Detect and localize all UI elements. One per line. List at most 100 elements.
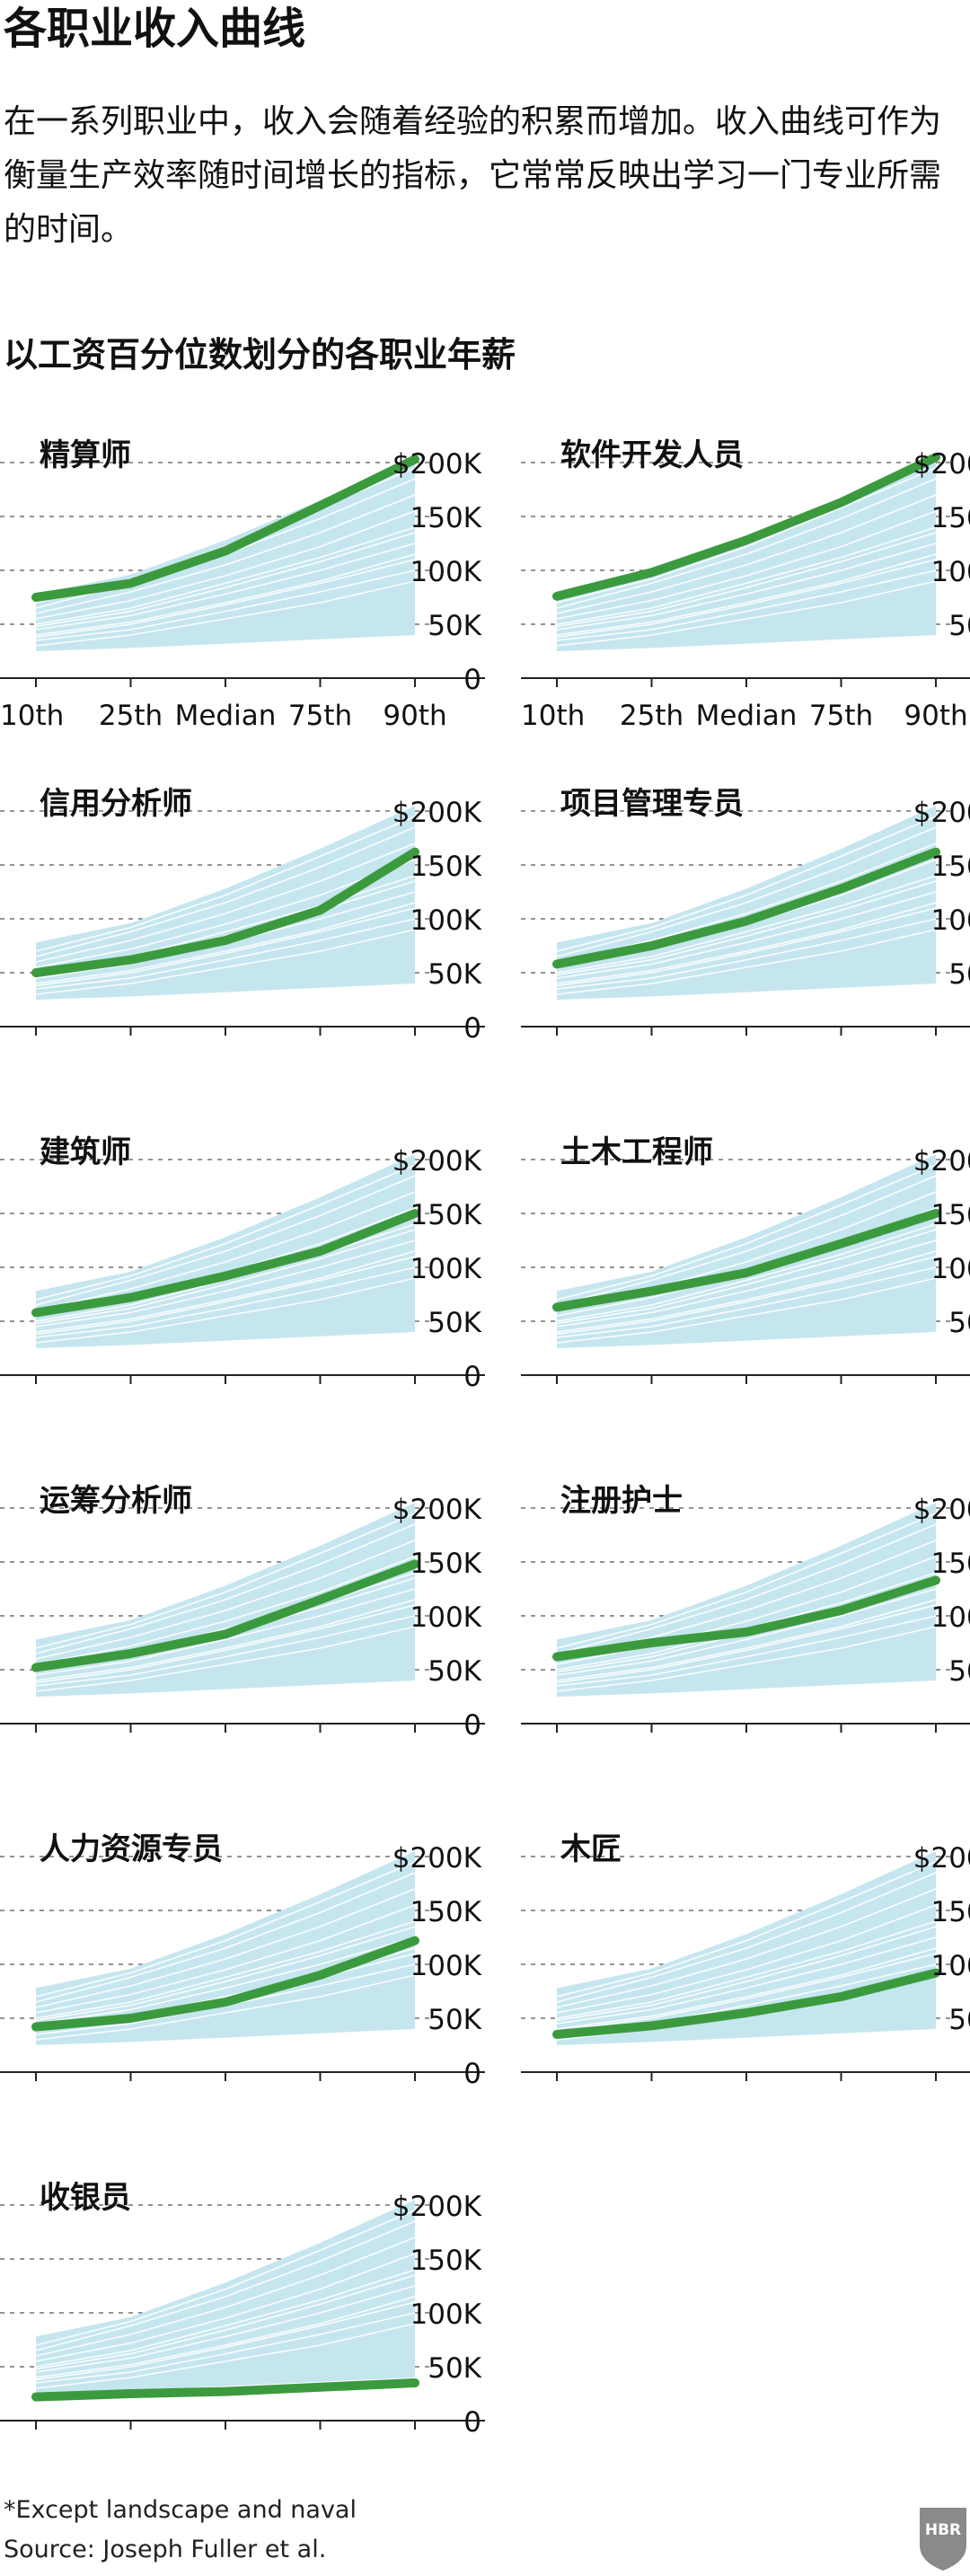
occupation-line: [35, 2269, 416, 2368]
highlight-data-point: [128, 1650, 134, 1657]
highlight-data-point: [743, 1269, 750, 1276]
highlight-data-point: [932, 1576, 939, 1584]
y-tick-label: $200K: [913, 797, 970, 829]
y-tick-label: 150K: [410, 1199, 482, 1231]
occupation-line: [556, 494, 937, 614]
chart-panel-svg: 人力资源专员 $200K 150K 100K 50K 0: [0, 1831, 485, 2090]
occupation-line: [35, 1888, 416, 2008]
y-tick-label: 0: [463, 2058, 481, 2090]
occupation-line: [35, 580, 416, 647]
y-tick-label: 50K: [948, 2004, 970, 2036]
x-tick-label: Median: [175, 700, 277, 732]
occupation-line: [35, 543, 416, 631]
occupation-line: [556, 580, 937, 647]
occupation-line: [556, 891, 937, 979]
highlight-data-point: [128, 1294, 134, 1301]
y-tick-label: 150K: [410, 1896, 482, 1928]
highlight-data-point: [932, 1210, 939, 1217]
y-tick-label: $200K: [392, 1494, 482, 1526]
x-tick-label: 75th: [288, 700, 352, 732]
occupation-line: [556, 1239, 937, 1328]
highlight-data-point: [32, 1664, 40, 1672]
y-tick-label: 100K: [931, 1601, 970, 1634]
footnote: *Except landscape and naval: [4, 2496, 357, 2524]
chart-panel: 软件开发人员$200K150K100K50K010th25thMedian75t…: [521, 422, 970, 763]
occupation-line: [35, 1926, 416, 2022]
occupation-line: [35, 929, 416, 995]
highlight-data-point: [411, 1210, 419, 1217]
occupation-line: [35, 1974, 416, 2041]
occupation-line: [556, 1250, 937, 1333]
occupation-line: [35, 553, 416, 636]
panel-title: 项目管理专员: [560, 786, 744, 822]
chart-panel: 信用分析师 $200K 150K 100K 50K 0: [0, 771, 485, 1112]
occupation-line: [556, 532, 937, 628]
y-tick-label: 0: [463, 1012, 481, 1045]
occupation-line: [35, 1936, 416, 2025]
y-tick-label: 150K: [410, 1548, 482, 1580]
panel-title: 人力资源专员: [40, 1831, 223, 1867]
highlight-data-point: [32, 2394, 40, 2401]
panel-title: 收银员: [40, 2180, 131, 2216]
highlight-data-point: [648, 569, 655, 576]
highlight-data-point: [222, 2388, 229, 2395]
occupation-line: [35, 1266, 416, 1338]
occupation-line: [35, 1604, 416, 1684]
occupation-line: [35, 532, 416, 628]
y-tick-label: 50K: [428, 2352, 481, 2385]
y-tick-label: 100K: [931, 556, 970, 588]
y-tick-label: $200K: [913, 1145, 970, 1178]
occupation-line: [556, 1936, 937, 2025]
y-tick-label: 100K: [410, 904, 482, 937]
occupation-line: [35, 1277, 416, 1344]
source-note: Source: Joseph Fuller et al.: [4, 2536, 327, 2563]
occupation-line: [35, 2323, 416, 2389]
occupation-line: [556, 875, 937, 974]
occupation-line: [35, 1164, 416, 1301]
occupation-line: [556, 543, 937, 631]
occupation-line: [35, 2301, 416, 2381]
highlight-data-point: [838, 885, 844, 892]
chart-panel: 人力资源专员 $200K 150K 100K 50K 0: [0, 1816, 485, 2157]
occupation-line: [556, 1604, 937, 1684]
highlight-data-point: [222, 1273, 229, 1280]
y-tick-label: 0: [463, 2406, 481, 2439]
y-tick-label: 100K: [931, 1950, 970, 1982]
occupation-line: [35, 816, 416, 952]
occupation-line: [556, 1277, 937, 1344]
occupation-line: [35, 2285, 416, 2373]
y-tick-label: $200K: [913, 1494, 970, 1526]
panel-title: 软件开发人员: [560, 437, 744, 473]
occupation-line: [35, 859, 416, 968]
occupation-line: [556, 1266, 937, 1338]
highlight-data-point: [317, 2384, 323, 2391]
occupation-line: [35, 1861, 416, 1998]
highlight-data-point: [932, 849, 939, 856]
occupation-line: [35, 1904, 416, 2014]
occupation-line: [556, 1556, 937, 1665]
highlight-data-point: [317, 502, 323, 509]
y-tick-label: 50K: [948, 958, 970, 991]
y-tick-label: 150K: [410, 851, 482, 883]
occupation-line: [35, 1556, 416, 1665]
occupation-line: [556, 1588, 937, 1676]
chart-panel: 建筑师 $200K 150K 100K 50K 0: [0, 1119, 485, 1460]
occupation-line: [35, 1239, 416, 1328]
y-tick-label: 50K: [428, 610, 481, 642]
y-tick-label: 50K: [428, 958, 481, 991]
y-tick-label: 100K: [410, 1601, 482, 1634]
occupation-line: [35, 2296, 416, 2378]
hbr-shield-shape: [920, 2508, 966, 2571]
y-tick-label: 50K: [428, 1655, 481, 1688]
occupation-line: [556, 1229, 937, 1325]
y-tick-label: 50K: [428, 1307, 481, 1339]
chart-panel: 运筹分析师 $200K 150K 100K 50K 0: [0, 1468, 485, 1809]
chart-panel-svg: 软件开发人员$200K150K100K50K010th25thMedian75t…: [521, 437, 970, 732]
x-tick-label: 10th: [0, 700, 64, 732]
occupation-line: [35, 510, 416, 620]
occupation-line: [556, 826, 937, 957]
highlight-data-point: [648, 2022, 655, 2029]
y-tick-label: 0: [463, 664, 481, 696]
